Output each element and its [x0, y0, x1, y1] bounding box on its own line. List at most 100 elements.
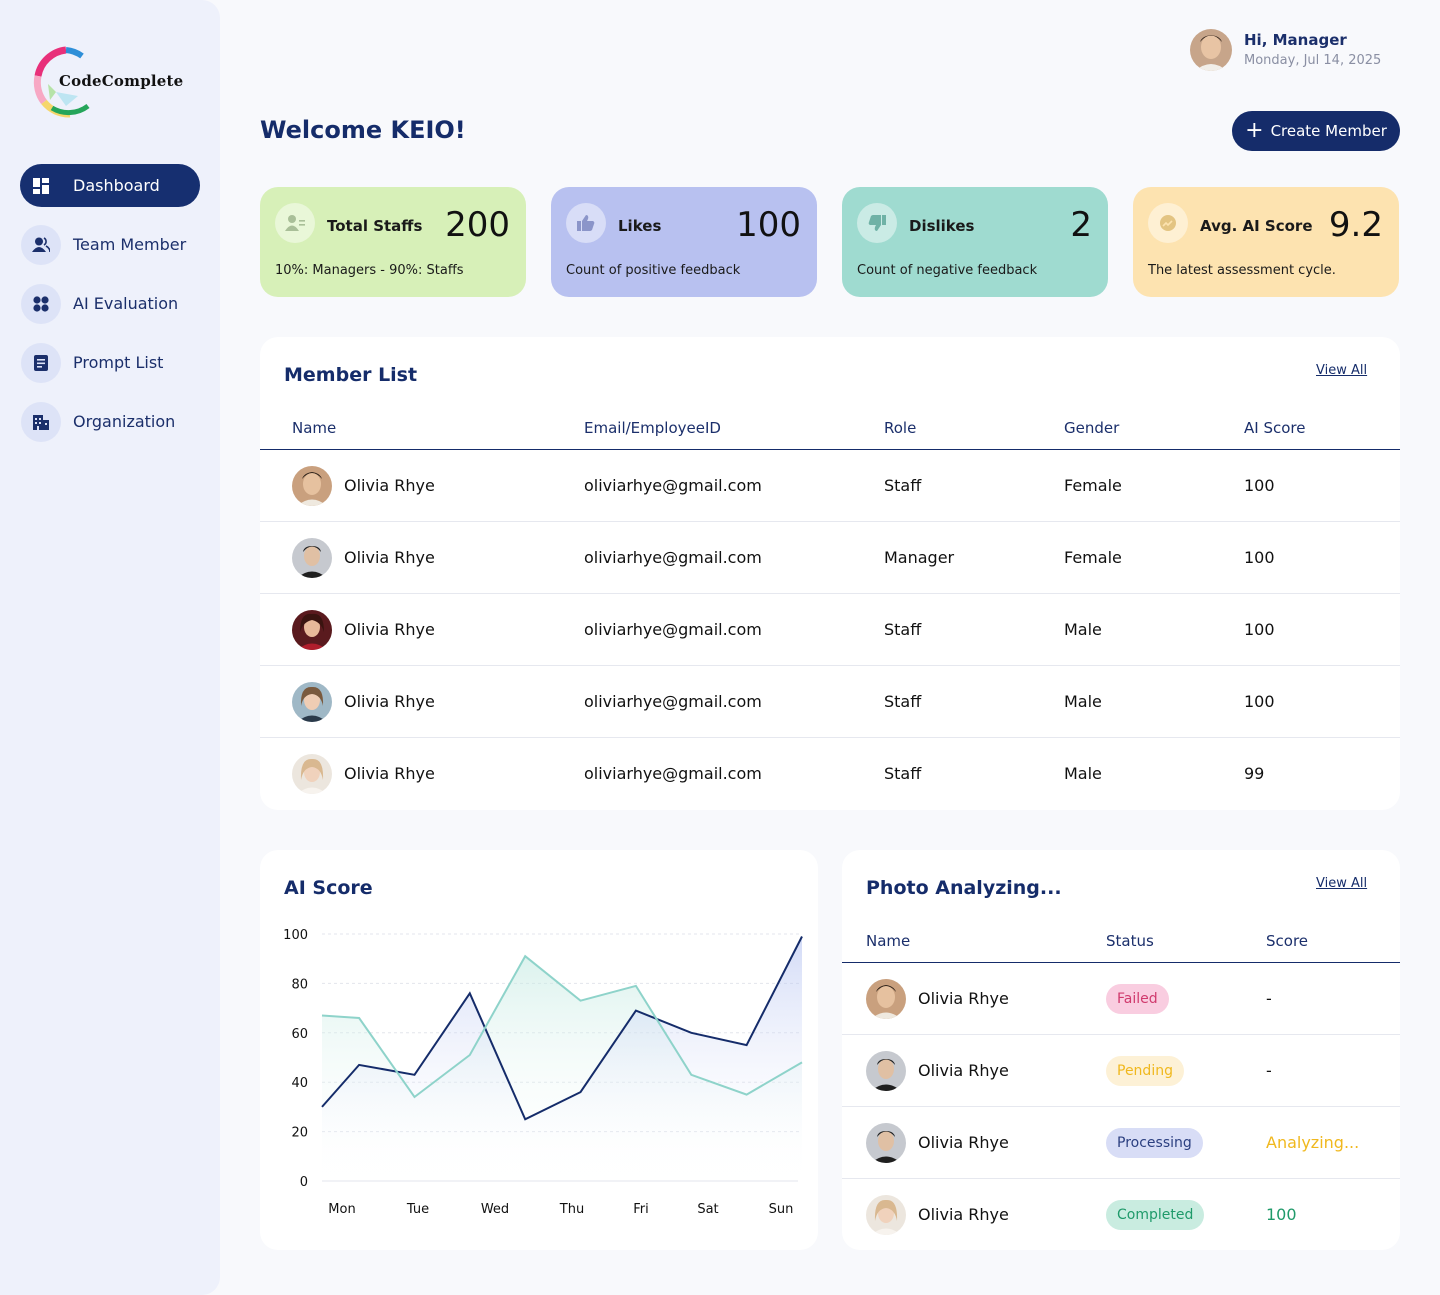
- sidebar-item-label: Team Member: [73, 235, 187, 254]
- member-name: Olivia Rhye: [344, 548, 435, 567]
- stat-title: Likes: [618, 217, 662, 235]
- table-row[interactable]: Olivia Rhye oliviarhye@gmail.com Staff M…: [260, 738, 1400, 810]
- stat-title: Dislikes: [909, 217, 975, 235]
- column-header-ai-score[interactable]: AI Score: [1244, 419, 1306, 437]
- stat-card-avg-ai-score: Avg. AI Score 9.2 The latest assessment …: [1133, 187, 1399, 297]
- member-email: oliviarhye@gmail.com: [584, 620, 762, 639]
- member-email: oliviarhye@gmail.com: [584, 548, 762, 567]
- header-divider: [842, 962, 1400, 963]
- user-greeting: Hi, Manager: [1244, 31, 1347, 49]
- column-header-email[interactable]: Email/EmployeeID: [584, 419, 721, 437]
- avatar: [866, 1195, 906, 1235]
- y-tick-label: 20: [291, 1126, 308, 1141]
- member-role: Staff: [884, 476, 922, 495]
- sidebar-item-label: Organization: [73, 412, 176, 431]
- sidebar-item-label: AI Evaluation: [73, 294, 179, 313]
- stat-subtitle: Count of positive feedback: [566, 263, 741, 278]
- sidebar-item-prompt-list[interactable]: Prompt List: [20, 341, 200, 384]
- member-table-body: Olivia Rhye oliviarhye@gmail.com Staff F…: [260, 450, 1400, 810]
- y-tick-label: 80: [291, 977, 308, 992]
- photo-member-name: Olivia Rhye: [918, 1061, 1009, 1080]
- ai-score-chart: 0 20 40 60 80 100 Mon Tue Wed Thu Fri Sat Sun: [283, 928, 803, 1217]
- stat-title: Avg. AI Score: [1200, 217, 1313, 235]
- member-name: Olivia Rhye: [344, 764, 435, 783]
- avatar: [866, 1051, 906, 1091]
- member-role: Manager: [884, 548, 955, 567]
- header-divider: [260, 449, 1400, 450]
- stat-card-dislikes: Dislikes 2 Count of negative feedback: [842, 187, 1108, 297]
- series-line: [321, 936, 803, 1121]
- table-row[interactable]: Olivia Rhye Processing Analyzing...: [842, 1107, 1400, 1179]
- column-header-name[interactable]: Name: [866, 932, 911, 950]
- table-row[interactable]: Olivia Rhye Completed 100: [842, 1179, 1400, 1251]
- thumbs-down-icon: [857, 203, 897, 243]
- avatar: [292, 538, 332, 578]
- member-list-title: Member List: [284, 364, 418, 386]
- series-area: [322, 936, 802, 1181]
- stat-subtitle: Count of negative feedback: [857, 263, 1038, 278]
- stat-card-likes: Likes 100 Count of positive feedback: [551, 187, 817, 297]
- photo-member-name: Olivia Rhye: [918, 1133, 1009, 1152]
- table-row[interactable]: Olivia Rhye Failed -: [842, 963, 1400, 1035]
- table-row[interactable]: Olivia Rhye oliviarhye@gmail.com Staff M…: [260, 666, 1400, 738]
- brand-name: CodeComplete: [59, 72, 184, 90]
- status-badge: Processing: [1106, 1128, 1203, 1158]
- sidebar: CodeComplete Dashboard Team Member AI Ev…: [0, 0, 220, 1295]
- sidebar-item-ai-evaluation[interactable]: AI Evaluation: [20, 282, 200, 325]
- photo-score: -: [1266, 989, 1272, 1008]
- member-role: Staff: [884, 764, 922, 783]
- user-date: Monday, Jul 14, 2025: [1244, 53, 1382, 68]
- y-tick-label: 0: [300, 1175, 308, 1190]
- stat-value: 200: [445, 205, 510, 245]
- document-icon: [21, 342, 61, 383]
- series-line: [321, 954, 803, 1099]
- member-gender: Female: [1064, 548, 1122, 567]
- trend-icon: [1148, 203, 1188, 243]
- photo-member-name: Olivia Rhye: [918, 1205, 1009, 1224]
- stat-title: Total Staffs: [327, 217, 423, 235]
- y-tick-label: 60: [291, 1027, 308, 1042]
- photo-score: 100: [1266, 1205, 1297, 1224]
- x-tick-label: Thu: [559, 1202, 584, 1217]
- create-member-button[interactable]: + Create Member: [1232, 111, 1400, 151]
- table-row[interactable]: Olivia Rhye Pending -: [842, 1035, 1400, 1107]
- member-list-view-all-link[interactable]: View All: [1316, 363, 1368, 378]
- stat-subtitle: 10%: Managers - 90%: Staffs: [275, 263, 464, 278]
- sidebar-item-dashboard[interactable]: Dashboard: [20, 164, 200, 207]
- member-gender: Female: [1064, 476, 1122, 495]
- avatar: [1190, 29, 1232, 71]
- dashboard-icon: [21, 166, 61, 206]
- table-row[interactable]: Olivia Rhye oliviarhye@gmail.com Manager…: [260, 522, 1400, 594]
- member-ai-score: 99: [1244, 764, 1265, 783]
- status-badge: Pending: [1106, 1056, 1184, 1086]
- avatar: [292, 466, 332, 506]
- avatar: [292, 682, 332, 722]
- column-header-role[interactable]: Role: [884, 419, 917, 437]
- table-row[interactable]: Olivia Rhye oliviarhye@gmail.com Staff F…: [260, 450, 1400, 522]
- avatar: [292, 754, 332, 794]
- ai-score-title: AI Score: [284, 877, 373, 899]
- stat-value: 100: [736, 205, 801, 245]
- photo-analyzing-title: Photo Analyzing...: [866, 877, 1062, 899]
- column-header-gender[interactable]: Gender: [1064, 419, 1120, 437]
- plus-icon: +: [1245, 118, 1264, 143]
- photo-view-all-link[interactable]: View All: [1316, 876, 1368, 891]
- user-profile[interactable]: Hi, Manager Monday, Jul 14, 2025: [1190, 29, 1420, 73]
- member-ai-score: 100: [1244, 620, 1275, 639]
- y-tick-label: 100: [283, 928, 308, 943]
- x-tick-label: Tue: [406, 1202, 429, 1217]
- photo-table-body: Olivia Rhye Failed - Olivia Rhye Pending…: [842, 963, 1400, 1251]
- y-tick-label: 40: [291, 1076, 308, 1091]
- sidebar-item-label: Prompt List: [73, 353, 164, 372]
- table-row[interactable]: Olivia Rhye oliviarhye@gmail.com Staff M…: [260, 594, 1400, 666]
- column-header-status[interactable]: Status: [1106, 932, 1154, 950]
- member-ai-score: 100: [1244, 692, 1275, 711]
- team-icon: [21, 224, 61, 265]
- logo[interactable]: CodeComplete: [30, 46, 200, 118]
- column-header-score[interactable]: Score: [1266, 932, 1309, 950]
- column-header-name[interactable]: Name: [292, 419, 337, 437]
- x-tick-label: Sun: [769, 1202, 794, 1217]
- sidebar-item-organization[interactable]: Organization: [20, 400, 200, 443]
- sidebar-item-team-member[interactable]: Team Member: [20, 223, 200, 266]
- sidebar-item-label: Dashboard: [73, 176, 160, 195]
